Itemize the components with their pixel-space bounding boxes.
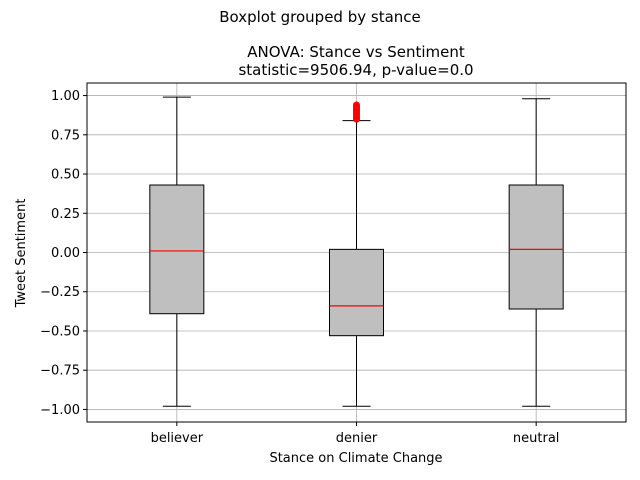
- y-tick-label: 0.25: [51, 207, 80, 222]
- iqr-box: [329, 248, 384, 337]
- y-tick-label: −1.00: [40, 403, 80, 418]
- x-tick-label: believer: [151, 431, 204, 446]
- y-tick-label: 0.75: [51, 128, 80, 143]
- y-axis-ticks: −1.00 −0.75 −0.50 −0.25 0.00 0.25 0.50 0.75 1.00: [40, 89, 87, 418]
- iqr-box: [508, 184, 564, 310]
- box-neutral: [508, 98, 564, 407]
- y-tick-label: −0.75: [40, 364, 80, 379]
- y-tick-label: 0.00: [51, 246, 80, 261]
- iqr-box: [149, 184, 205, 315]
- chart-title-line2: statistic=9506.94, p-value=0.0: [238, 61, 473, 79]
- x-axis-ticks: believer denier neutral: [151, 422, 560, 446]
- chart-suptitle: Boxplot grouped by stance: [219, 8, 421, 26]
- box-group: [149, 96, 564, 407]
- outlier-point: [353, 101, 360, 109]
- box-denier: [329, 101, 384, 407]
- x-tick-label: denier: [336, 431, 378, 446]
- x-tick-label: neutral: [513, 431, 560, 446]
- chart-title-line1: ANOVA: Stance vs Sentiment: [247, 43, 465, 61]
- y-tick-label: 1.00: [51, 89, 80, 104]
- y-tick-label: −0.25: [40, 285, 80, 300]
- y-tick-label: −0.50: [40, 324, 80, 339]
- y-tick-label: 0.50: [51, 168, 80, 183]
- y-axis-label: Tweet Sentiment: [14, 199, 29, 309]
- x-axis-label: Stance on Climate Change: [269, 451, 442, 466]
- box-believer: [149, 96, 205, 407]
